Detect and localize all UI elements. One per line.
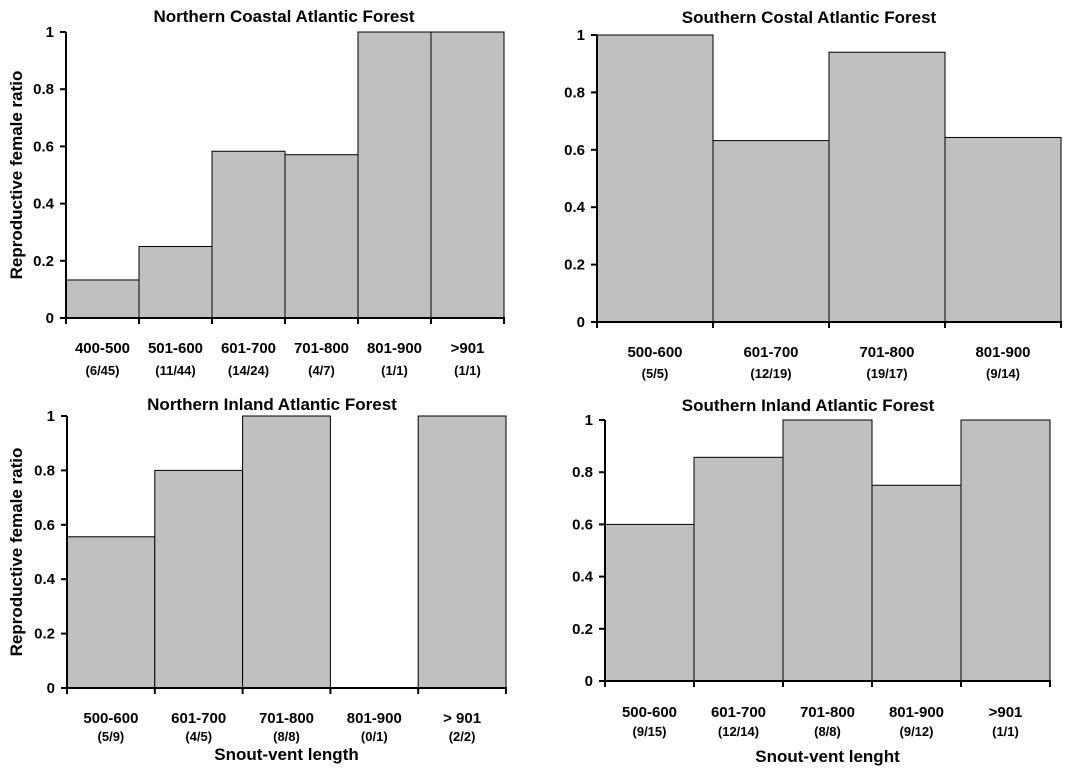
x-count-label: (4/7) [308,363,335,378]
chart-title: Northern Inland Atlantic Forest [147,395,397,414]
x-category-label: 400-500 [75,340,130,357]
chart-title: Northern Coastal Atlantic Forest [153,7,414,26]
x-count-label: (1/1) [992,724,1019,739]
x-category-label: 501-600 [148,340,203,357]
y-tick-label: 0.2 [33,253,54,270]
y-tick-label: 1 [46,24,54,41]
bar-4-3 [782,419,873,682]
chart-title: Southern Inland Atlantic Forest [682,396,935,415]
bar-1-3 [211,150,286,319]
x-count-label: (11/44) [155,363,195,378]
x-axis-label: Snout-vent lenght [755,747,900,766]
y-axis-label: Reproductive female ratio [7,448,26,657]
x-category-label: 701-800 [800,704,855,721]
y-tick-label: 0.2 [572,621,593,638]
x-count-label: (14/24) [228,363,269,378]
x-count-label: (0/1) [361,729,388,744]
y-tick-label: 0.8 [34,462,55,479]
bar-2-1 [596,34,714,323]
x-count-label: (12/14) [718,724,759,739]
y-tick-label: 0.2 [564,257,585,274]
chart-panel-2: 0 0.2 0.4 0.6 0.8 1 500-600 (5/5) 601-700 (12/19)… [564,8,1062,381]
bar-3-5 [417,415,507,689]
bar-2-4 [944,136,1062,323]
chart-panel-1: 0 0.2 0.4 0.6 0.8 1 400-500 (6/45) 501-600 (11/44… [7,7,505,378]
x-category-label: 500-600 [622,704,677,721]
y-tick-label: 0.8 [572,464,593,481]
bar-1-5 [357,31,432,319]
y-tick-label: 0 [47,680,55,697]
bar-4-5 [960,419,1051,682]
x-count-label: (5/9) [98,729,125,744]
x-count-label: (12/19) [750,366,791,381]
bar-4-2 [693,456,784,682]
x-category-label: >901 [451,340,485,357]
y-tick-label: 0 [46,310,54,327]
x-count-label: (9/15) [633,724,667,739]
x-category-label: 601-700 [711,704,766,721]
y-tick-label: 0.6 [34,517,55,534]
y-tick-label: 0.4 [572,569,594,586]
x-count-label: (9/12) [900,724,934,739]
x-category-label: >901 [989,704,1023,721]
x-category-label: 801-900 [367,340,422,357]
y-tick-label: 0.4 [33,196,55,213]
bar-3-3 [242,415,331,689]
chart-title: Southern Costal Atlantic Forest [682,8,937,27]
y-tick-label: 0 [577,314,585,331]
x-count-label: (1/1) [454,363,481,378]
y-tick-label: 1 [47,408,55,425]
x-count-label: (8/8) [273,729,300,744]
x-count-label: (5/5) [642,366,669,381]
x-category-label: 601-700 [171,710,226,727]
x-category-label: 701-800 [259,710,314,727]
bar-1-1 [65,279,140,319]
y-tick-label: 1 [577,27,585,44]
x-axis-label: Snout-vent length [214,745,358,764]
y-axis-label: Reproductive female ratio [7,71,26,280]
x-count-label: (6/45) [86,363,120,378]
y-tick-label: 0.8 [33,81,54,98]
x-category-label: 801-900 [975,344,1030,361]
y-tick-label: 1 [585,412,593,429]
y-tick-label: 0.4 [34,571,56,588]
x-category-label: > 901 [443,710,481,727]
x-category-label: 801-900 [889,704,944,721]
chart-panel-4: 0 0.2 0.4 0.6 0.8 1 500-600 (9/15) 601-700 (12/14… [572,396,1051,766]
bar-1-6 [430,31,505,319]
y-tick-label: 0.6 [33,138,54,155]
bar-1-2 [138,246,213,319]
chart-panel-3: 0 0.2 0.4 0.6 0.8 1 500-600 (5/9) 601-700 (4/5) 70… [7,395,507,764]
x-count-label: (1/1) [381,363,408,378]
x-count-label: (8/8) [814,724,841,739]
x-category-label: 701-800 [859,344,914,361]
y-tick-label: 0.6 [572,516,593,533]
x-category-label: 500-600 [627,344,682,361]
x-category-label: 601-700 [221,340,276,357]
x-count-label: (2/2) [449,729,476,744]
y-tick-label: 0 [585,673,593,690]
bar-3-2 [154,469,244,689]
y-tick-label: 0.8 [564,84,585,101]
y-tick-label: 0.6 [564,142,585,159]
x-count-label: (4/5) [185,729,212,744]
x-count-label: (9/14) [986,366,1020,381]
bar-2-3 [828,51,946,323]
x-count-label: (19/17) [866,366,907,381]
y-tick-label: 0.4 [564,199,586,216]
x-category-label: 500-600 [83,710,138,727]
x-category-label: 601-700 [743,344,798,361]
bar-4-4 [871,484,962,682]
bar-4-1 [604,523,695,682]
x-category-label: 701-800 [294,340,349,357]
y-tick-label: 0.2 [34,626,55,643]
bar-1-4 [284,154,359,319]
bar-2-2 [712,140,830,323]
bar-3-1 [66,536,156,689]
x-category-label: 801-900 [347,710,402,727]
